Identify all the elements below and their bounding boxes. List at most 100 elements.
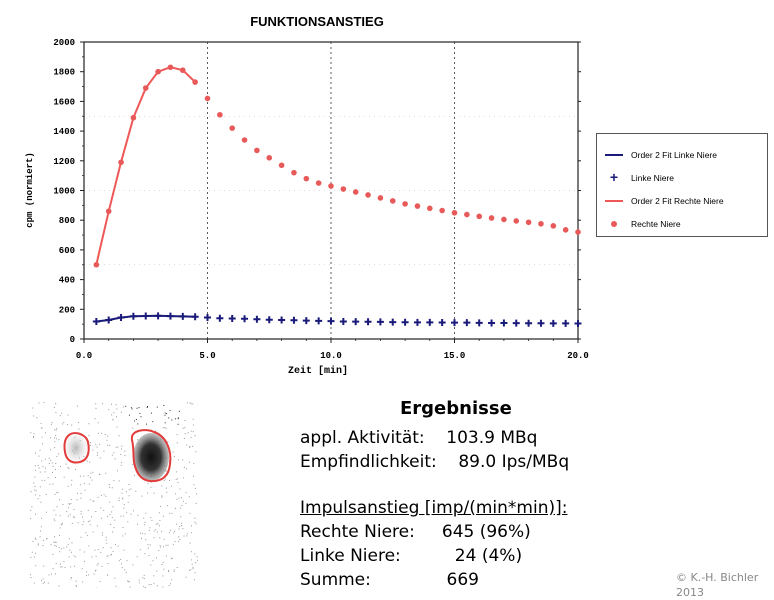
scan-speckle	[103, 494, 105, 496]
x-tick-label: 15.0	[444, 351, 466, 361]
scan-speckle	[176, 567, 178, 568]
scan-speckle	[118, 497, 120, 499]
scan-speckle	[87, 475, 89, 477]
plus-marker	[117, 313, 125, 321]
scan-speckle	[55, 469, 56, 470]
scan-speckle	[42, 539, 44, 541]
legend-item-right: Rechte Niere	[603, 217, 681, 231]
scan-speckle	[39, 471, 41, 473]
scan-speckle	[179, 526, 181, 527]
dot-marker	[180, 67, 186, 74]
scan-speckle	[157, 523, 159, 525]
scan-speckle	[91, 479, 93, 481]
scan-speckle	[84, 489, 86, 491]
scan-speckle	[108, 409, 110, 411]
scan-speckle	[41, 427, 43, 429]
scan-speckle	[111, 414, 113, 416]
scan-speckle	[52, 471, 53, 473]
scan-speckle	[88, 574, 90, 576]
scan-speckle	[67, 485, 69, 487]
scan-speckle	[39, 449, 41, 451]
scan-speckle	[114, 577, 116, 579]
scan-speckle	[53, 541, 55, 543]
scan-speckle	[128, 580, 130, 582]
scan-speckle	[138, 582, 140, 584]
scan-speckle	[163, 546, 164, 548]
scan-speckle	[123, 406, 125, 408]
scan-speckle	[176, 471, 178, 473]
legend-item-fit-left: Order 2 Fit Linke Niere	[603, 148, 717, 162]
scan-speckle	[79, 549, 81, 551]
scan-speckle	[88, 423, 90, 425]
scan-speckle	[121, 492, 123, 494]
scan-speckle	[183, 535, 185, 537]
scan-speckle	[180, 516, 182, 518]
scan-speckle	[120, 464, 122, 466]
dot-marker	[118, 159, 124, 166]
scan-speckle	[165, 427, 167, 429]
scan-speckle	[117, 446, 119, 448]
dot-marker	[427, 205, 433, 212]
scan-speckle	[131, 408, 133, 410]
scan-speckle	[161, 564, 163, 565]
scan-speckle	[77, 522, 79, 524]
scan-speckle	[170, 529, 172, 531]
scan-speckle	[126, 491, 127, 493]
plot-frame	[83, 41, 579, 340]
scan-speckle	[120, 453, 122, 455]
scan-speckle	[111, 553, 112, 555]
scan-speckle	[50, 423, 52, 425]
legend-plus-marker: +	[609, 169, 619, 185]
scan-speckle	[50, 544, 52, 546]
scan-speckle	[162, 586, 164, 588]
series-linke-niere	[92, 312, 582, 328]
scan-speckle	[60, 524, 62, 526]
scan-speckle	[87, 521, 89, 523]
scan-speckle	[189, 512, 191, 514]
scan-speckle	[164, 414, 166, 416]
scan-speckle	[70, 566, 72, 568]
scan-speckle	[36, 417, 38, 419]
plus-marker	[216, 314, 224, 322]
plus-marker	[376, 318, 384, 326]
scan-speckle	[162, 515, 164, 517]
scan-speckle	[143, 578, 145, 580]
scan-speckle	[120, 411, 122, 413]
scan-speckle	[146, 423, 147, 425]
scan-speckle	[160, 505, 161, 507]
scan-speckle	[92, 500, 94, 502]
scan-speckle	[37, 543, 39, 545]
scan-speckle	[178, 528, 180, 530]
scan-speckle	[76, 499, 78, 501]
scan-speckle	[190, 551, 192, 553]
scan-speckle	[189, 446, 191, 447]
x-axis-ticks: 0.0 5.0 10.0 15.0 20.0	[76, 339, 589, 361]
scan-speckle	[48, 574, 50, 576]
scan-speckle	[149, 527, 151, 529]
scan-speckle	[41, 517, 43, 519]
scan-speckle	[68, 507, 70, 509]
scan-speckle	[87, 509, 89, 511]
scan-speckle	[118, 560, 120, 562]
scan-speckle	[109, 501, 111, 503]
scan-speckle	[126, 560, 128, 562]
right-kidney-result: Rechte Niere: 645 (96%)	[300, 522, 531, 542]
scan-speckle	[186, 535, 188, 537]
scan-speckle	[54, 545, 56, 546]
sum-result: Summe: 669	[300, 570, 479, 590]
dot-marker	[291, 169, 297, 176]
plus-marker	[574, 320, 582, 328]
scan-speckle	[92, 531, 94, 533]
plus-marker	[488, 319, 496, 327]
scan-speckle	[121, 488, 123, 490]
scan-speckle	[91, 516, 92, 518]
scan-speckle	[60, 566, 62, 568]
scan-speckle	[34, 486, 36, 487]
scan-speckle	[91, 556, 93, 558]
scan-speckle	[158, 512, 160, 514]
scan-speckle	[31, 506, 33, 508]
left-kidney-activity	[65, 434, 87, 462]
scan-speckle	[188, 496, 190, 498]
scan-speckle	[51, 422, 53, 424]
scan-speckle	[50, 459, 52, 461]
